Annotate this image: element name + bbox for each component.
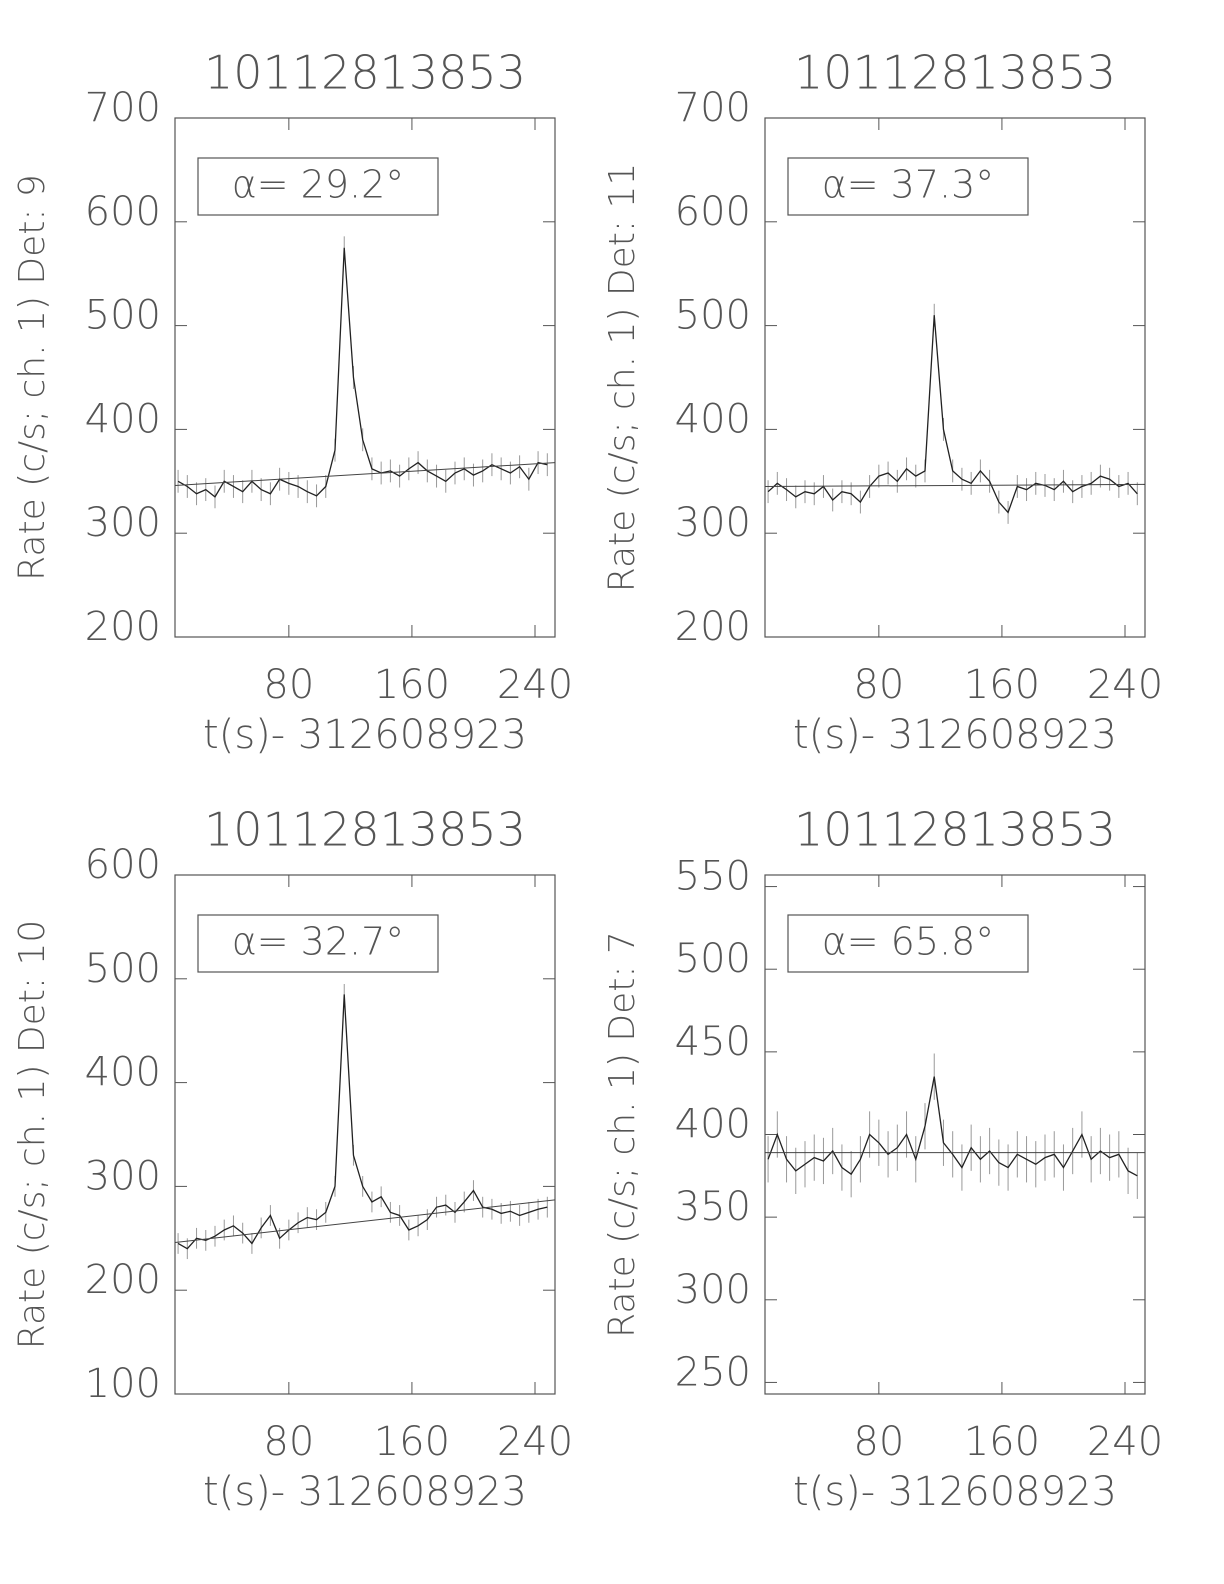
x-tick-label: 240 — [497, 1419, 573, 1465]
panel: 10112813853 Rate (c/s; ch. 1) Det: 9 t(s)-… — [12, 46, 573, 759]
panel-title: 10112813853 — [204, 46, 526, 100]
x-tick-label: 80 — [853, 1419, 904, 1465]
y-tick-label: 500 — [675, 293, 751, 339]
y-tick-label: 250 — [675, 1349, 751, 1395]
annotation-box — [787, 157, 1029, 216]
plot-frame — [174, 117, 556, 638]
light-curve — [177, 247, 548, 498]
y-axis-label: Rate (c/s; ch. 1) Det: 9 — [12, 174, 53, 581]
plot-frame — [764, 874, 1146, 1395]
y-tick-label: 550 — [675, 854, 751, 900]
fit-line — [174, 462, 556, 486]
y-tick-label: 700 — [85, 85, 161, 131]
y-tick-label: 300 — [675, 1267, 751, 1313]
y-tick-label: 500 — [675, 936, 751, 982]
y-tick-label: 400 — [675, 396, 751, 442]
y-tick-label: 600 — [675, 189, 751, 235]
y-axis-label: Rate (c/s; ch. 1) Det: 7 — [602, 931, 643, 1338]
x-axis-label: t(s)- 312608923 — [203, 712, 527, 758]
y-tick-label: 200 — [675, 604, 751, 650]
y-tick-label: 200 — [85, 1257, 161, 1303]
x-tick-label: 240 — [1087, 1419, 1163, 1465]
annotation: α= 29.2° — [232, 163, 405, 207]
light-curve — [767, 1076, 1138, 1177]
panel: 10112813853 Rate (c/s; ch. 1) Det: 10 t(s)… — [12, 803, 573, 1516]
panel-title: 10112813853 — [794, 46, 1116, 100]
y-tick-label: 500 — [85, 946, 161, 992]
plot-frame — [174, 874, 556, 1395]
y-tick-label: 700 — [675, 85, 751, 131]
x-tick-label: 80 — [263, 662, 314, 708]
annotation: α= 37.3° — [822, 163, 995, 207]
annotation-box — [197, 914, 439, 973]
panel-title: 10112813853 — [794, 803, 1116, 857]
y-tick-label: 350 — [675, 1184, 751, 1230]
y-tick-label: 300 — [675, 500, 751, 546]
x-tick-label: 80 — [853, 662, 904, 708]
y-tick-label: 400 — [85, 396, 161, 442]
x-axis-label: t(s)- 312608923 — [793, 712, 1117, 758]
y-tick-label: 200 — [85, 604, 161, 650]
x-tick-label: 160 — [374, 662, 450, 708]
y-tick-label: 400 — [675, 1102, 751, 1148]
y-tick-label: 450 — [675, 1019, 751, 1065]
y-tick-label: 300 — [85, 1153, 161, 1199]
panel: 10112813853 Rate (c/s; ch. 1) Det: 11 t(s)… — [602, 46, 1163, 759]
y-axis-label: Rate (c/s; ch. 1) Det: 11 — [602, 163, 643, 593]
y-tick-label: 600 — [85, 189, 161, 235]
x-tick-label: 240 — [497, 662, 573, 708]
x-tick-label: 240 — [1087, 662, 1163, 708]
x-axis-label: t(s)- 312608923 — [793, 1469, 1117, 1515]
y-tick-label: 100 — [85, 1361, 161, 1407]
fit-line — [174, 1199, 556, 1243]
x-axis-label: t(s)- 312608923 — [203, 1469, 527, 1515]
x-tick-label: 160 — [964, 662, 1040, 708]
y-tick-label: 500 — [85, 293, 161, 339]
y-tick-label: 600 — [85, 842, 161, 888]
x-tick-label: 160 — [964, 1419, 1040, 1465]
annotation-box — [197, 157, 439, 216]
annotation-box — [787, 914, 1029, 973]
annotation: α= 32.7° — [232, 920, 405, 964]
x-tick-label: 160 — [374, 1419, 450, 1465]
y-tick-label: 400 — [85, 1050, 161, 1096]
plot-frame — [764, 117, 1146, 638]
x-tick-label: 80 — [263, 1419, 314, 1465]
fit-line — [764, 483, 1146, 487]
y-tick-label: 300 — [85, 500, 161, 546]
panel: 10112813853 Rate (c/s; ch. 1) Det: 7 t(s)-… — [602, 803, 1163, 1516]
annotation: α= 65.8° — [822, 920, 995, 964]
panel-title: 10112813853 — [204, 803, 526, 857]
light-curve — [767, 315, 1138, 514]
y-axis-label: Rate (c/s; ch. 1) Det: 10 — [12, 920, 53, 1350]
